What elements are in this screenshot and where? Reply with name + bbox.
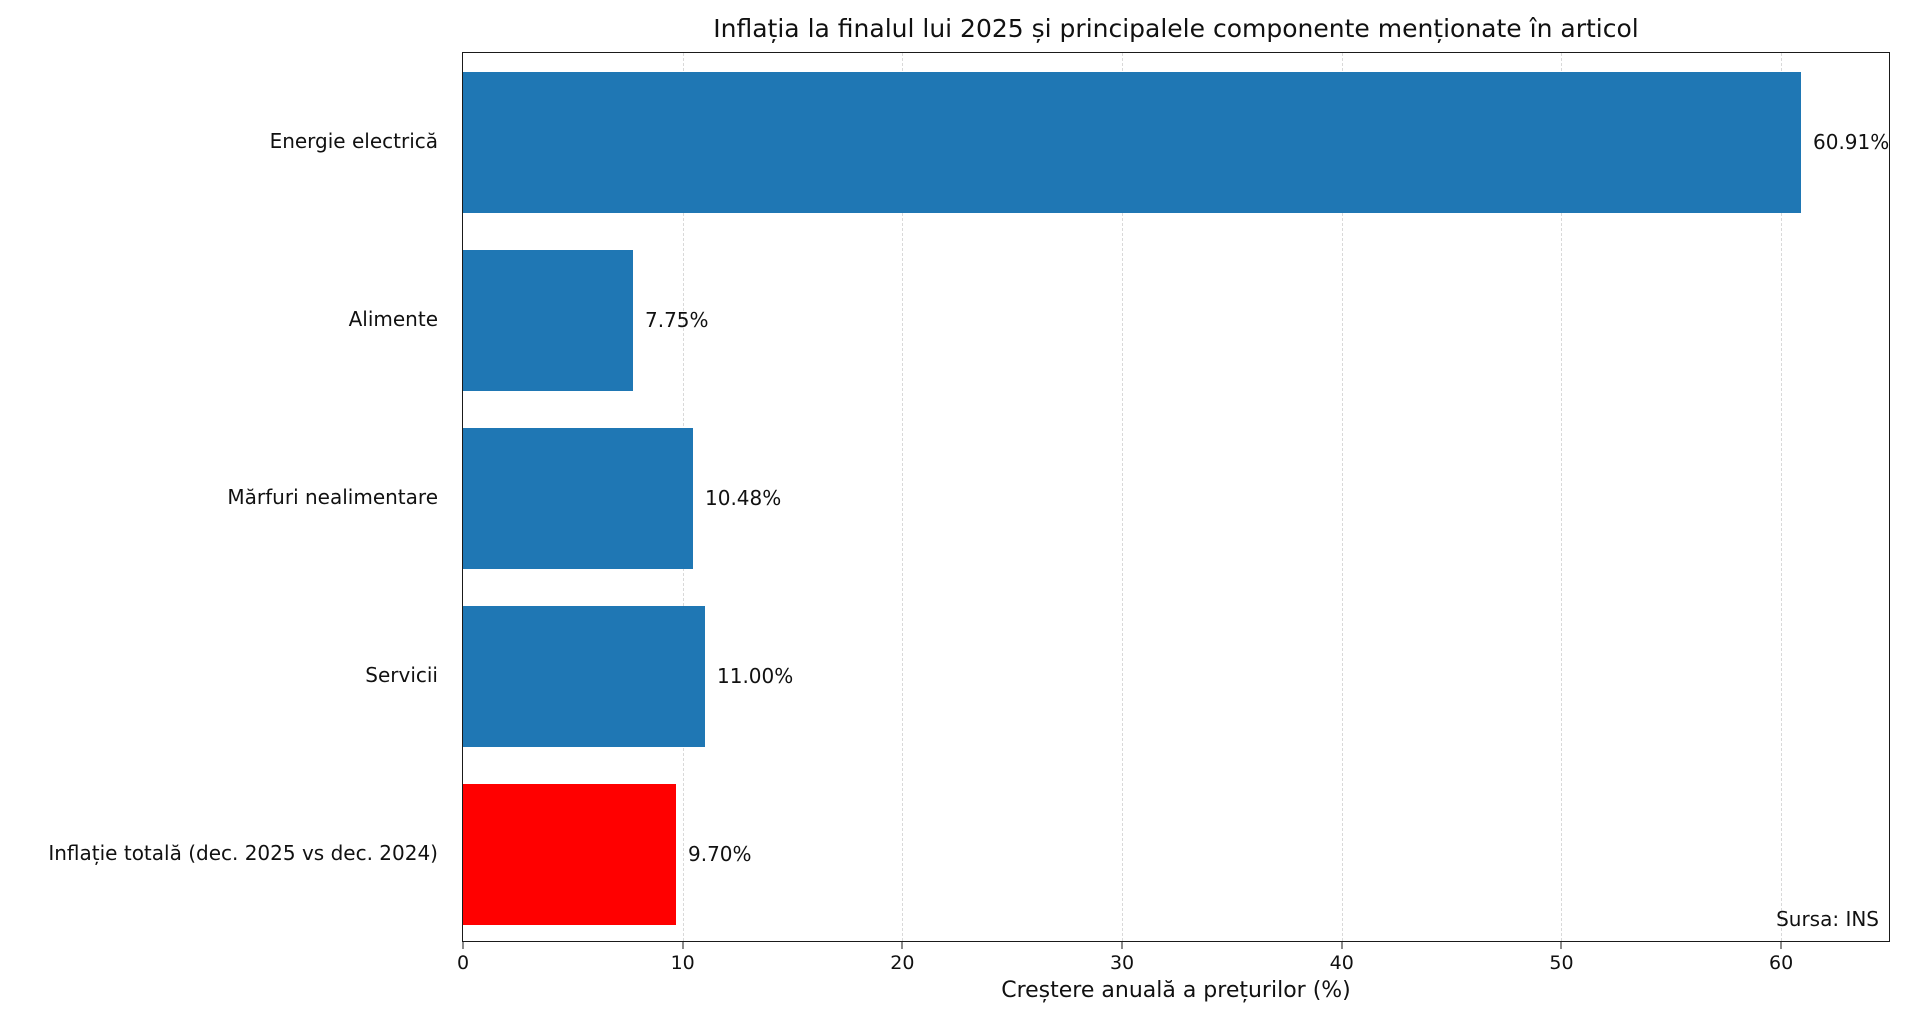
gridline-x-60	[1781, 53, 1783, 941]
x-tick-mark	[1780, 941, 1782, 949]
x-tick-mark	[1121, 941, 1123, 949]
category-label-2: Mărfuri nealimentare	[227, 485, 438, 509]
x-axis-label: Creștere anuală a prețurilor (%)	[1001, 978, 1351, 1003]
x-tick-label: 60	[1769, 952, 1794, 974]
x-tick-label: 10	[670, 952, 695, 974]
x-tick-mark	[1341, 941, 1343, 949]
bar-0	[463, 72, 1801, 213]
category-label-0: Energie electrică	[269, 129, 438, 153]
gridline-x-30	[1122, 53, 1124, 941]
bar-2	[463, 428, 693, 569]
plot-area: Sursa: INS 0 10 20 30 40 50 60 60.91% 7.75% 10.48…	[457, 52, 1890, 974]
x-tick-label: 40	[1329, 952, 1354, 974]
x-tick-label: 50	[1549, 952, 1574, 974]
chart-title: Inflația la finalul lui 2025 și principa…	[713, 14, 1639, 43]
x-tick-label: 20	[890, 952, 915, 974]
bar-1	[463, 250, 633, 391]
y-axis-category-labels: Energie electrică Alimente Mărfuri nealime…	[0, 52, 450, 942]
bar-4	[463, 784, 676, 925]
value-label-4: 9.70%	[688, 842, 752, 866]
value-label-0: 60.91%	[1813, 130, 1890, 154]
x-tick-mark	[1560, 941, 1562, 949]
bar-3	[463, 606, 705, 747]
gridline-x-20	[902, 53, 904, 941]
value-label-3: 11.00%	[717, 664, 794, 688]
x-tick-label: 0	[456, 952, 470, 974]
gridline-x-50	[1561, 53, 1563, 941]
x-tick-label: 30	[1109, 952, 1135, 974]
value-label-1: 7.75%	[645, 308, 709, 332]
category-label-4: Inflație totală (dec. 2025 vs dec. 2024)	[48, 841, 438, 865]
gridline-x-40	[1341, 53, 1343, 941]
value-label-2: 10.48%	[705, 486, 782, 510]
source-note: Sursa: INS	[1776, 907, 1879, 931]
x-tick-mark	[901, 941, 903, 949]
category-label-1: Alimente	[348, 307, 438, 331]
x-tick-mark	[462, 941, 464, 949]
x-tick-mark	[682, 941, 684, 949]
category-label-3: Servicii	[365, 663, 438, 687]
